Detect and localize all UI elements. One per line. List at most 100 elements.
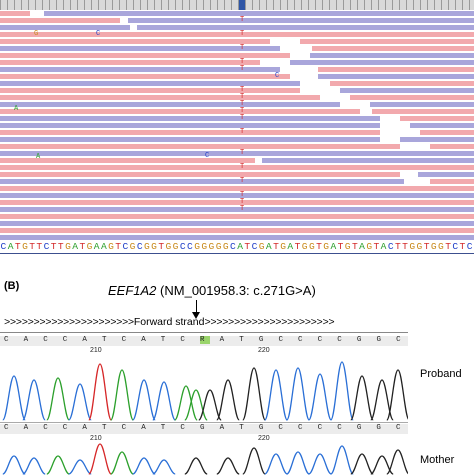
reference-base: T [57,241,64,252]
aligned-read[interactable] [0,116,380,121]
proband-sequence: C A C C A T C A T C R A T G C C C C G G … [4,336,406,344]
aligned-read[interactable] [340,88,474,93]
trace-divider [0,422,408,423]
reference-base: G [151,241,158,252]
trace-peak [110,369,134,421]
aligned-read[interactable] [0,81,300,86]
sanger-panel: (B) EEF1A2 (NM_001958.3: c.271G>A) >>>>>… [0,264,474,475]
reference-base: G [143,241,151,252]
aligned-read[interactable] [400,137,474,142]
aligned-read[interactable] [0,137,380,142]
aligned-read[interactable] [372,109,474,114]
aligned-read[interactable] [0,235,474,240]
aligned-read[interactable] [0,130,380,135]
aligned-read[interactable] [318,67,474,72]
aligned-read[interactable] [0,123,380,128]
reference-base: G [438,241,445,252]
aligned-read[interactable] [0,214,474,219]
aligned-read[interactable] [318,74,474,79]
reference-base: T [294,241,301,252]
aligned-read[interactable] [430,179,474,184]
proband-seq-right: A T G C C C C G G C [219,336,406,344]
reference-base: G [129,241,136,252]
trace-peak [386,449,408,475]
aligned-read[interactable] [418,172,474,177]
aligned-read[interactable] [0,102,340,107]
reference-base: G [194,241,201,252]
aligned-read[interactable] [0,228,474,233]
aligned-read[interactable] [0,95,320,100]
aligned-read[interactable] [310,53,474,58]
reference-base: A [72,241,79,252]
reference-sequence: CATGTTCTTGATGAAGTCGCGGTGGCCGGGGGCATCGATG… [0,241,474,252]
variant-arrow-icon [196,300,197,314]
trace-peak [386,369,408,421]
aligned-read[interactable] [400,116,474,121]
aligned-read[interactable] [0,60,260,65]
coverage-ruler [0,0,474,10]
trace-peak [198,389,222,421]
reference-base: G [108,241,115,252]
variant-base-mark: T [240,58,245,66]
aligned-read[interactable] [370,102,474,107]
trace-peak [216,379,240,421]
aligned-read[interactable] [0,109,360,114]
aligned-read[interactable] [128,18,474,23]
mother-sequence: C A C C A T C A T C G A T G C C C C G G … [4,424,406,432]
trace-peak [350,375,374,421]
mismatch-base-mark: A [14,105,19,113]
reference-base: G [308,241,315,252]
aligned-read[interactable] [0,186,474,191]
aligned-read[interactable] [330,81,474,86]
aligned-read[interactable] [0,207,474,212]
aligned-read[interactable] [0,221,474,226]
variant-base-mark: T [240,86,245,94]
aligned-read[interactable] [0,179,404,184]
aligned-read[interactable] [300,39,474,44]
amino-acid: M [0,253,23,254]
tick-220-mother: 220 [258,435,270,442]
variant-base-mark: T [240,107,245,115]
aligned-read[interactable] [0,53,290,58]
reference-base: T [273,241,280,252]
aligned-read[interactable] [0,39,270,44]
aligned-read[interactable] [0,165,474,170]
variant-base-mark: T [240,16,245,24]
variant-position-marker[interactable] [239,0,245,10]
trace-peak [174,385,198,421]
aligned-read[interactable] [0,74,290,79]
aligned-read[interactable] [0,200,474,205]
aligned-read[interactable] [0,32,474,37]
trace-peak [286,451,310,475]
aligned-read[interactable] [0,193,474,198]
aligned-read[interactable] [137,25,474,30]
heterozygous-base[interactable]: R [200,336,210,344]
aligned-read[interactable] [0,158,255,163]
aligned-read[interactable] [0,25,130,30]
aligned-read[interactable] [44,11,474,16]
aligned-read[interactable] [0,88,300,93]
aligned-read[interactable] [0,46,280,51]
aligned-read[interactable] [262,158,474,163]
aligned-read[interactable] [350,95,474,100]
reference-base: G [215,241,222,252]
reference-base: A [93,241,100,252]
aligned-read[interactable] [410,123,474,128]
aligned-read[interactable] [0,11,30,16]
aligned-read[interactable] [0,151,474,156]
aligned-read[interactable] [420,130,474,135]
mismatch-base-mark: A [36,153,41,161]
trace-peak [350,453,374,475]
aligned-read[interactable] [0,18,120,23]
trace-peak [110,451,134,475]
aligned-read[interactable] [0,144,400,149]
aligned-read[interactable] [312,46,474,51]
arrowhead-icon [192,312,200,319]
aligned-read[interactable] [290,60,474,65]
aligned-read[interactable] [430,144,474,149]
aligned-read[interactable] [0,172,400,177]
trace-peak [242,447,266,475]
proband-seq-left: C A C C A T C A T C [4,336,191,344]
aligned-read[interactable] [0,67,280,72]
amino-acid: T [444,253,467,254]
